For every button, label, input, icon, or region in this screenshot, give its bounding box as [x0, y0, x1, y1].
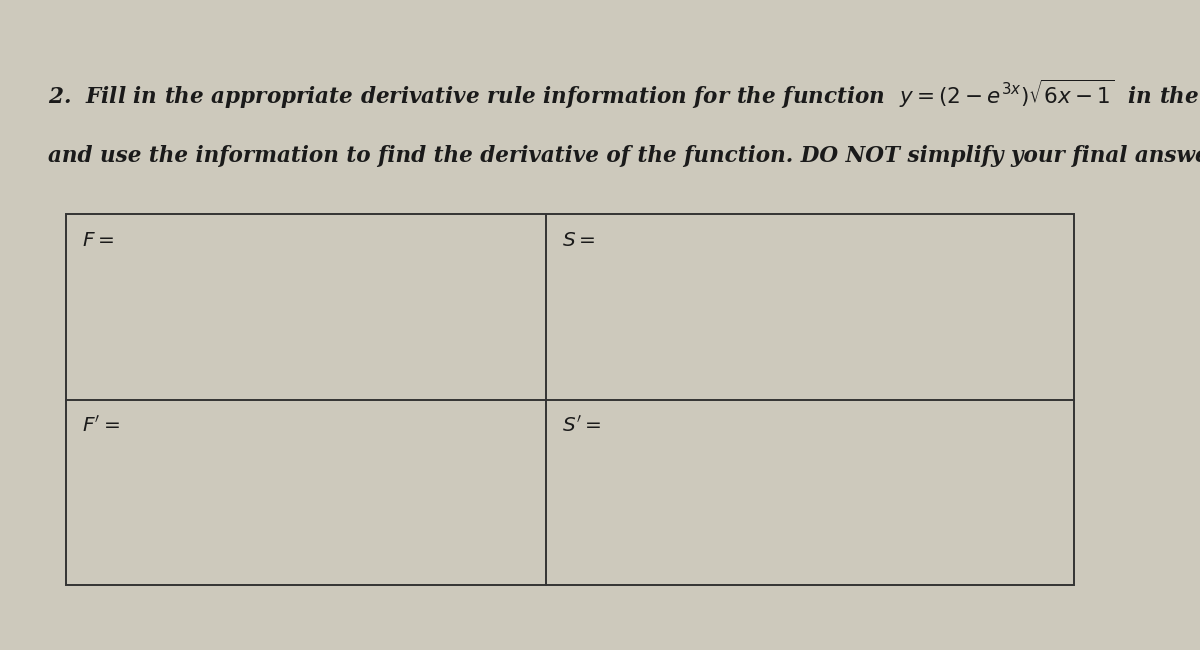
Text: $\mathit{S}=$: $\mathit{S}=$ — [562, 231, 595, 250]
Text: 2.  Fill in the appropriate derivative rule information for the function  $y=(2-: 2. Fill in the appropriate derivative ru… — [48, 77, 1200, 111]
Text: $\mathit{F}=$: $\mathit{F}=$ — [82, 231, 114, 250]
Text: and use the information to find the derivative of the function. DO NOT simplify : and use the information to find the deri… — [48, 145, 1200, 167]
Text: $\mathit{F'}=$: $\mathit{F'}=$ — [82, 416, 120, 436]
Bar — [66, 214, 1074, 585]
Text: $\mathit{S'}=$: $\mathit{S'}=$ — [562, 416, 601, 436]
